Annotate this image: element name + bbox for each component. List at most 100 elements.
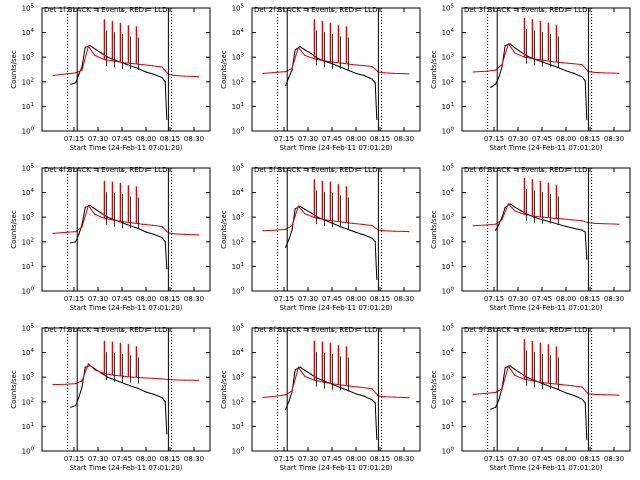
y-tick-label: 100 <box>232 127 245 136</box>
events-series-line <box>70 204 168 269</box>
events-data-point <box>81 386 83 388</box>
lld-data-point <box>123 62 125 64</box>
lld-data-point <box>552 61 554 63</box>
x-axis-label: Start Time (24-Feb-11 07:01:20) <box>279 304 392 312</box>
lld-data-point <box>603 223 606 225</box>
lld-data-point <box>562 62 564 64</box>
detector-panel: 100 101 102 103 104 105 07:15 07:30 07:45 08:00 08… <box>430 324 631 472</box>
lld-data-point <box>552 217 554 219</box>
lld-data-point <box>581 220 583 222</box>
events-data-point <box>145 231 147 233</box>
y-tick-label: 100 <box>22 447 35 456</box>
x-tick-label: 08:00 <box>556 455 576 463</box>
lld-data-point <box>618 394 620 396</box>
events-data-point <box>501 216 503 218</box>
lld-data-point <box>132 376 134 378</box>
lld-data-point <box>333 220 335 222</box>
lld-data-point <box>142 377 144 379</box>
lld-data-point <box>371 224 373 227</box>
y-tick-label: 101 <box>442 262 454 271</box>
plot-frame <box>461 327 631 452</box>
y-tick-label: 103 <box>22 373 35 382</box>
lld-data-point <box>87 204 89 207</box>
events-data-point <box>75 241 77 243</box>
events-data-point <box>514 368 516 370</box>
events-data-point <box>498 224 500 226</box>
lld-data-point <box>142 223 144 225</box>
y-tick-label: 104 <box>442 348 455 357</box>
y-tick-label: 103 <box>22 213 35 222</box>
events-data-point <box>75 82 77 84</box>
x-tick-label: 07:15 <box>64 455 84 463</box>
lld-data-point <box>285 394 287 396</box>
y-tick-label: 102 <box>232 397 244 406</box>
lld-data-point <box>291 390 293 392</box>
lld-data-point <box>581 64 583 66</box>
events-data-point <box>514 47 516 49</box>
y-axis-label: Counts/sec <box>220 50 228 89</box>
lld-data-point <box>403 73 405 75</box>
events-data-point <box>299 366 301 368</box>
x-tick-label: 08:30 <box>184 455 204 463</box>
lld-data-point <box>52 74 54 77</box>
lld-data-point <box>384 230 386 232</box>
events-data-point <box>581 229 583 231</box>
y-axis-label: Counts/sec <box>430 210 438 249</box>
y-tick-label: 104 <box>232 28 245 37</box>
events-data-point <box>166 118 168 120</box>
events-data-point <box>527 377 529 379</box>
events-data-point <box>164 401 166 403</box>
y-tick-label: 105 <box>232 4 245 13</box>
lld-data-point <box>603 394 606 396</box>
y-tick-label: 103 <box>232 213 245 222</box>
lld-data-point <box>161 225 163 228</box>
events-data-point <box>153 73 155 75</box>
detector-panel: 100 101 102 103 104 105 07:15 07:30 07:45 08:00 08… <box>220 164 421 312</box>
lld-data-point <box>408 73 410 75</box>
events-data-point <box>490 86 492 88</box>
events-data-point <box>84 46 86 49</box>
events-data-point <box>291 69 293 71</box>
x-tick-label: 07:15 <box>274 295 294 303</box>
lld-series-line <box>473 202 619 227</box>
lld-data-point <box>123 221 125 223</box>
x-tick-label: 07:15 <box>484 135 504 143</box>
lld-data-point <box>291 225 293 227</box>
lld-data-point <box>408 397 410 399</box>
y-tick-label: 101 <box>22 102 34 111</box>
events-data-point <box>317 377 319 379</box>
events-data-point <box>495 83 497 85</box>
lld-data-point <box>94 369 96 371</box>
lld-data-point <box>304 54 306 56</box>
x-tick-label: 08:30 <box>394 295 414 303</box>
lld-data-point <box>151 377 153 379</box>
events-data-point <box>294 369 296 371</box>
y-tick-label: 105 <box>232 164 245 173</box>
events-data-point <box>347 228 349 230</box>
events-data-point <box>565 225 567 228</box>
lld-data-point <box>132 63 134 65</box>
events-data-point <box>573 394 575 397</box>
events-data-point <box>294 208 296 210</box>
y-axis-label: Counts/sec <box>220 210 228 249</box>
y-tick-label: 101 <box>22 262 34 271</box>
events-series-line <box>70 364 168 434</box>
events-data-point <box>520 210 522 212</box>
lld-data-point <box>507 203 509 205</box>
y-tick-label: 101 <box>232 102 244 111</box>
events-data-point <box>137 387 139 389</box>
lld-data-point <box>408 231 410 233</box>
y-axis-label: Counts/sec <box>430 50 438 89</box>
lld-data-point <box>183 379 185 381</box>
events-data-point <box>376 278 378 280</box>
lld-data-point <box>485 70 487 72</box>
lld-data-point <box>613 72 615 74</box>
lld-data-point <box>543 382 545 384</box>
events-series-line <box>285 205 378 280</box>
lld-data-point <box>618 72 620 74</box>
events-data-point <box>520 51 522 53</box>
events-data-point <box>299 205 301 207</box>
lld-data-point <box>594 71 596 73</box>
detector-panel: 100 101 102 103 104 105 07:15 07:30 07:45 08:00 08… <box>10 4 211 152</box>
panel-title: Det 5f BLACK = Events, RED = LLD <box>254 166 377 174</box>
